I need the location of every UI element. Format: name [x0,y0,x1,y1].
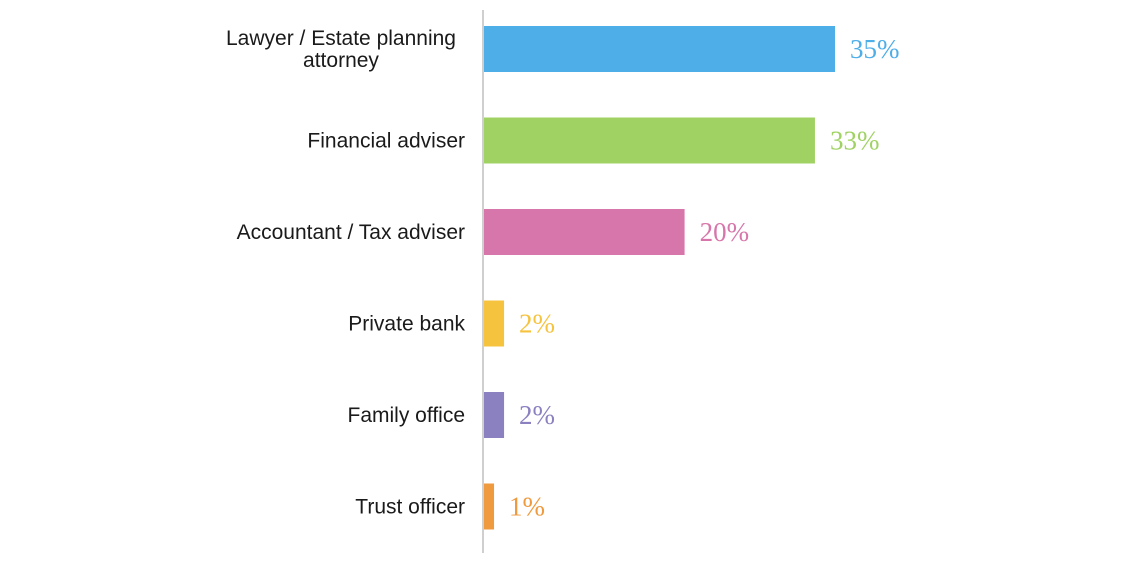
bar-5 [484,483,495,530]
category-label-line: Financial adviser [307,130,465,153]
category-label-1: Financial adviser [307,130,465,153]
category-label-2: Accountant / Tax adviser [237,221,465,244]
value-label-1: 33% [830,126,880,156]
category-label-line: attorney [303,49,379,72]
category-labels: Lawyer / Estate planning attorney Financia… [226,27,465,519]
category-label-0: Lawyer / Estate planning attorney [226,27,456,72]
bar-0 [484,26,835,72]
category-label-line: Lawyer / Estate planning [226,27,456,50]
category-label-4: Family office [348,404,465,427]
category-label-line: Family office [348,404,465,427]
value-label-3: 2% [519,309,555,339]
value-label-0: 35% [850,34,900,64]
value-labels: 35% 33% 20% 2% 2% 1% [509,34,899,522]
bar-3 [484,300,505,347]
bar-4 [484,392,505,438]
category-label-line: Private bank [348,313,465,336]
category-label-5: Trust officer [355,496,465,519]
value-label-2: 20% [700,217,750,247]
bars [484,26,835,530]
bar-2 [484,209,685,255]
bar-1 [484,117,815,164]
category-label-line: Trust officer [355,496,465,519]
category-label-line: Accountant / Tax adviser [237,221,465,244]
value-label-5: 1% [509,492,545,522]
value-label-4: 2% [519,400,555,430]
category-label-3: Private bank [348,313,465,336]
